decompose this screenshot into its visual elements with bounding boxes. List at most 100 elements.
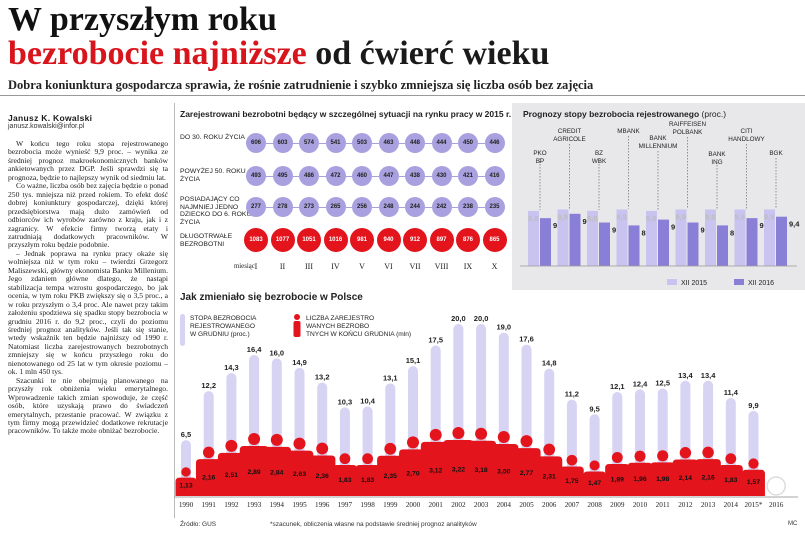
rate-value-label: 20,0 bbox=[474, 314, 489, 323]
forecast-bar bbox=[616, 209, 628, 266]
rate-value-label: 6,5 bbox=[181, 430, 191, 439]
count-value-label: 2,14 bbox=[679, 475, 692, 482]
person-head bbox=[362, 453, 374, 465]
month-tick-label: III bbox=[305, 262, 313, 271]
rate-value-label: 14,9 bbox=[292, 358, 307, 367]
value-dot: 277 bbox=[246, 197, 266, 217]
person-body bbox=[332, 465, 357, 496]
dot-connector bbox=[398, 176, 405, 177]
row-label-over50: POWYŻEJ 50. ROKU ŻYCIA bbox=[180, 168, 246, 183]
dot-connector bbox=[292, 143, 299, 144]
forecast-bar bbox=[646, 210, 657, 266]
person-body bbox=[672, 459, 699, 496]
dot-connector bbox=[398, 143, 405, 144]
forecast-bar bbox=[658, 219, 669, 266]
legend-swatch-2016 bbox=[734, 279, 744, 285]
rate-value-label: 12,4 bbox=[633, 379, 648, 388]
person-body bbox=[309, 455, 336, 496]
forecast-bar bbox=[687, 222, 699, 266]
person-head bbox=[293, 437, 306, 450]
value-dot: 1051 bbox=[297, 228, 321, 252]
person-head bbox=[181, 467, 191, 477]
forecast-bar bbox=[628, 225, 640, 266]
article-paragraph: W końcu tego roku stopa rejestrowanego b… bbox=[8, 139, 168, 182]
count-value-label: 2,63 bbox=[293, 471, 306, 478]
value-dot: 503 bbox=[352, 133, 372, 153]
rate-value-label: 14,8 bbox=[542, 359, 557, 368]
value-dot: 486 bbox=[299, 166, 319, 186]
author-name: Janusz K. Kowalski bbox=[8, 113, 93, 123]
value-dot: 463 bbox=[378, 133, 399, 153]
dot-connector bbox=[319, 143, 326, 144]
bank-name-label: AGRICOLE bbox=[553, 136, 586, 143]
dot-connector bbox=[372, 207, 379, 208]
year-tick-label: 2000 bbox=[406, 501, 421, 509]
person-body bbox=[420, 441, 451, 496]
bank-name-label: WBK bbox=[592, 158, 607, 165]
forecast-value-label: 9,9 bbox=[558, 212, 568, 221]
person-head bbox=[429, 428, 442, 441]
rate-value-label: 13,4 bbox=[701, 371, 716, 380]
value-dot: 574 bbox=[299, 133, 319, 153]
count-value-label: 1,47 bbox=[588, 480, 601, 487]
person-head bbox=[589, 460, 600, 471]
person-body bbox=[512, 448, 541, 496]
forecast-value-label: 9,8 bbox=[528, 214, 538, 223]
count-value-label: 2,89 bbox=[247, 469, 260, 476]
forecast-bar bbox=[528, 210, 539, 266]
forecast-bar bbox=[587, 210, 598, 266]
legend-swatch-2015 bbox=[667, 279, 677, 285]
bank-name-label: RAIFFEISEN bbox=[669, 121, 707, 128]
person-head bbox=[339, 453, 351, 465]
year-tick-label: 2005 bbox=[519, 501, 534, 509]
value-dot: 416 bbox=[484, 166, 505, 186]
rate-value-label: 9,9 bbox=[748, 401, 758, 410]
value-dot: 493 bbox=[246, 166, 266, 186]
dot-connector bbox=[451, 143, 458, 144]
value-dot: 242 bbox=[431, 197, 452, 217]
person-body bbox=[742, 469, 765, 496]
person-head bbox=[316, 442, 329, 455]
value-dot: 1077 bbox=[270, 228, 295, 252]
person-body bbox=[695, 459, 721, 496]
person-body bbox=[355, 465, 380, 496]
bank-name-label: BGK bbox=[769, 150, 783, 157]
year-tick-label: 2002 bbox=[451, 501, 466, 509]
count-value-label: 1,98 bbox=[656, 476, 669, 483]
person-head bbox=[725, 453, 737, 465]
value-dot: 446 bbox=[484, 133, 505, 153]
forecast-value-label: 9,9 bbox=[705, 212, 715, 221]
forecast-bar bbox=[540, 218, 551, 266]
month-tick-label: VI bbox=[384, 262, 393, 271]
value-dot: 865 bbox=[482, 228, 507, 252]
person-head bbox=[497, 431, 510, 443]
person-body bbox=[466, 440, 497, 496]
dot-connector bbox=[398, 207, 405, 208]
month-tick-label: VIII bbox=[434, 262, 449, 271]
count-value-label: 2,36 bbox=[316, 473, 329, 480]
value-dot: 265 bbox=[325, 197, 346, 217]
rate-value-label: 11,4 bbox=[724, 388, 739, 397]
person-body bbox=[583, 471, 606, 496]
row-label-longterm: DŁUGOTRWAŁE BEZROBOTNI bbox=[180, 233, 233, 248]
year-tick-label: 2007 bbox=[565, 501, 580, 509]
person-body bbox=[399, 449, 427, 496]
dot-connector bbox=[425, 176, 432, 177]
value-dot: 273 bbox=[299, 197, 319, 217]
forecast-value-label: 9,9 bbox=[676, 212, 686, 221]
value-dot: 235 bbox=[484, 197, 505, 217]
dot-connector bbox=[319, 176, 326, 177]
value-dot: 472 bbox=[325, 166, 346, 186]
month-tick-label: IX bbox=[463, 262, 473, 271]
month-tick-label: IV bbox=[331, 262, 340, 271]
year-tick-label: 1993 bbox=[247, 501, 262, 509]
person-head bbox=[634, 450, 646, 462]
count-value-label: 1,75 bbox=[565, 478, 578, 485]
dot-connector bbox=[319, 207, 326, 208]
count-value-label: 1,57 bbox=[747, 479, 760, 486]
year-tick-label: 2009 bbox=[610, 501, 625, 509]
rate-value-label: 11,2 bbox=[565, 390, 579, 399]
forecast-title-unit: (proc.) bbox=[701, 109, 727, 119]
rate-value-label: 13,2 bbox=[315, 372, 330, 381]
person-head bbox=[384, 442, 397, 455]
